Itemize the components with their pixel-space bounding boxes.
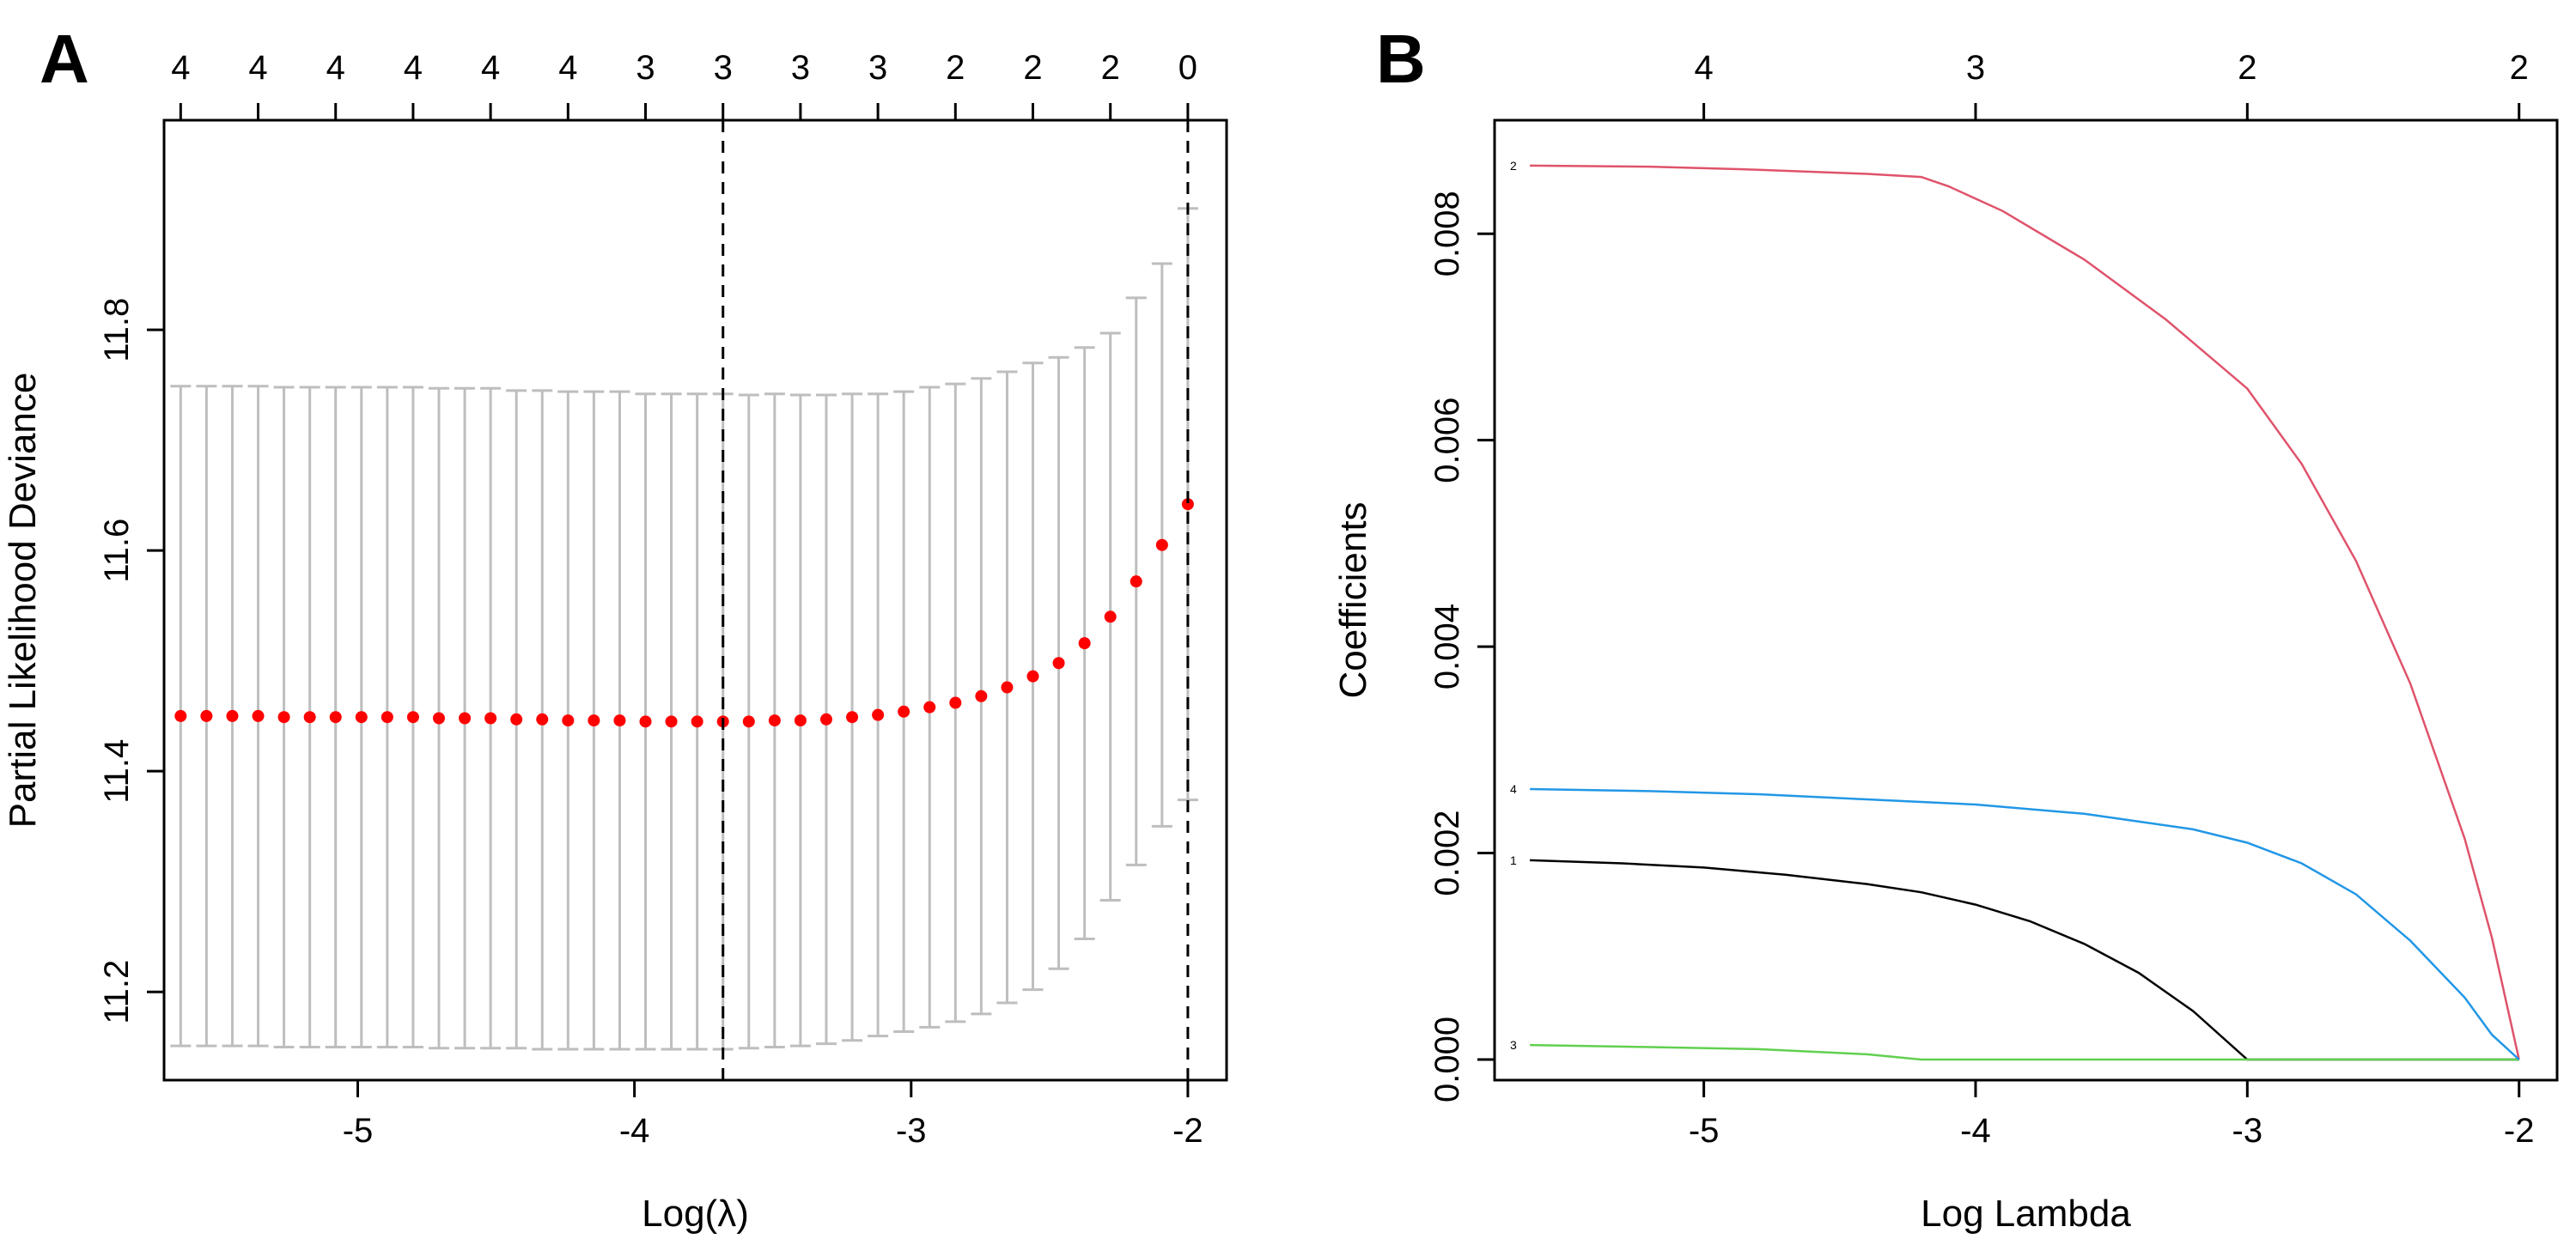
coefficient-path-3 [1530, 1043, 2519, 1061]
deviance-point [794, 714, 807, 727]
top-tick-label: 3 [1966, 49, 1985, 87]
coefficient-path-label: 1 [1510, 853, 1517, 867]
coefficient-path-label: 2 [1510, 159, 1517, 173]
deviance-point [510, 713, 523, 726]
top-tick-label: 2 [2238, 49, 2256, 87]
top-tick-label: 4 [248, 49, 267, 87]
y-tick-label: 0.008 [1428, 191, 1466, 276]
x-tick-label: -2 [2504, 1112, 2535, 1150]
top-tick-label: 2 [1023, 49, 1042, 87]
y-axis-title: Coefficients [1332, 501, 1374, 698]
panel-a-chart: -5 -4 -3 -2 11.2 11.4 11.6 11.8 4 4 4 4 4 4 3 3 3 3 2 2 2 0 Lo… [2, 49, 1228, 1235]
top-tick-label: 4 [1694, 49, 1713, 87]
top-tick-label: 4 [558, 49, 577, 87]
coefficient-path-1 [1530, 859, 2519, 1061]
deviance-point [742, 715, 755, 728]
deviance-point [872, 708, 885, 721]
top-tick-label: 2 [2510, 49, 2529, 87]
panel-b-label: B [1376, 21, 1426, 97]
deviance-point [1155, 538, 1168, 551]
deviance-point [1078, 637, 1091, 650]
deviance-point [1001, 681, 1014, 694]
deviance-point [975, 689, 988, 702]
top-tick-label: 3 [791, 49, 810, 87]
deviance-point [691, 715, 703, 728]
top-tick-label: 4 [481, 49, 500, 87]
deviance-point [665, 715, 678, 728]
y-axis-title: Partial Likelihood Deviance [2, 373, 44, 829]
deviance-point [174, 709, 187, 722]
panel-b-chart: -5 -4 -3 -2 0.000 0.002 0.004 0.006 0.008 4 3 2 2 Log… [1332, 49, 2559, 1235]
deviance-point [381, 711, 393, 724]
y-tick-label: 0.002 [1428, 810, 1466, 896]
x-tick-label: -4 [619, 1112, 650, 1150]
coefficient-path-2 [1530, 164, 2520, 1060]
deviance-point [200, 709, 213, 722]
panel-a-label: A [40, 21, 89, 97]
deviance-point [329, 711, 342, 724]
deviance-point [1104, 610, 1117, 623]
deviance-point [459, 712, 472, 725]
deviance-point [226, 709, 239, 722]
y-tick-label: 0.000 [1428, 1017, 1466, 1102]
deviance-point [846, 711, 859, 724]
deviance-point [277, 711, 290, 724]
y-tick-label: 11.4 [98, 739, 136, 804]
deviance-point [588, 714, 600, 727]
deviance-point [252, 709, 265, 722]
x-tick-label: -5 [343, 1112, 374, 1150]
top-tick-label: 4 [326, 49, 345, 87]
deviance-point [355, 711, 368, 724]
deviance-point [613, 714, 626, 727]
deviance-point [303, 711, 316, 724]
deviance-point [1052, 657, 1065, 670]
deviance-point [536, 713, 549, 726]
deviance-point [1181, 498, 1194, 511]
x-axis-title: Log Lambda [1921, 1193, 2131, 1235]
deviance-point [923, 701, 936, 714]
x-tick-label: -3 [2232, 1112, 2263, 1150]
coefficient-path-4 [1530, 787, 2520, 1060]
top-tick-label: 4 [171, 49, 190, 87]
coefficient-path-label: 3 [1510, 1038, 1517, 1052]
deviance-point [406, 711, 419, 724]
y-tick-label: 11.2 [98, 960, 136, 1024]
y-tick-label: 11.8 [98, 298, 136, 362]
deviance-point [898, 705, 910, 718]
y-tick-label: 0.004 [1428, 604, 1466, 689]
top-tick-label: 0 [1178, 49, 1197, 87]
deviance-point [484, 712, 497, 725]
x-axis-title: Log(λ) [642, 1193, 749, 1235]
x-tick-label: -4 [1960, 1112, 1991, 1150]
top-tick-label: 3 [636, 49, 655, 87]
deviance-point [1130, 575, 1142, 588]
y-tick-label: 11.6 [98, 519, 136, 583]
deviance-point [562, 714, 575, 727]
top-tick-label: 3 [714, 49, 733, 87]
deviance-point [768, 714, 781, 727]
top-tick-label: 2 [946, 49, 965, 87]
top-tick-label: 2 [1101, 49, 1120, 87]
deviance-point [819, 713, 832, 726]
panel-b-frame [1493, 118, 2559, 1082]
panel-a-frame [162, 118, 1228, 1082]
x-tick-label: -2 [1172, 1112, 1203, 1150]
y-tick-label: 0.006 [1428, 398, 1466, 483]
top-tick-label: 4 [404, 49, 423, 87]
coefficient-path-label: 4 [1510, 782, 1517, 796]
top-tick-label: 3 [868, 49, 887, 87]
deviance-point [432, 712, 445, 725]
x-tick-label: -5 [1689, 1112, 1720, 1150]
x-tick-label: -3 [896, 1112, 927, 1150]
deviance-point [1026, 670, 1039, 683]
deviance-point [949, 696, 962, 709]
deviance-point [639, 715, 652, 728]
